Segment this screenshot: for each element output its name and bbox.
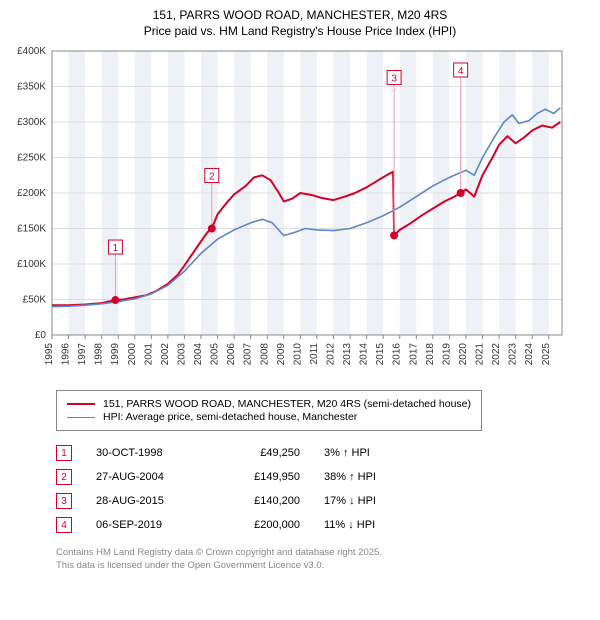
svg-text:2000: 2000 — [127, 343, 138, 366]
svg-text:2014: 2014 — [359, 343, 370, 366]
svg-text:1996: 1996 — [61, 343, 72, 366]
svg-text:1998: 1998 — [94, 343, 105, 366]
sale-date: 30-OCT-1998 — [96, 447, 196, 459]
svg-text:£150K: £150K — [17, 224, 46, 235]
sale-row: 3 28-AUG-2015 £140,200 17% ↓ HPI — [56, 489, 592, 513]
svg-text:2011: 2011 — [309, 343, 320, 365]
svg-text:£200K: £200K — [17, 188, 46, 199]
chart-title: 151, PARRS WOOD ROAD, MANCHESTER, M20 4R… — [8, 8, 592, 39]
sale-date: 06-SEP-2019 — [96, 519, 196, 531]
svg-text:2017: 2017 — [408, 343, 419, 366]
svg-text:2010: 2010 — [292, 343, 303, 366]
sale-row: 2 27-AUG-2004 £149,950 38% ↑ HPI — [56, 465, 592, 489]
svg-text:2004: 2004 — [193, 343, 204, 366]
svg-text:2012: 2012 — [325, 343, 336, 366]
svg-text:£350K: £350K — [17, 82, 46, 93]
price-chart: £0 £50K £100K £150K £200K £250K £300K £350K £400… — [8, 47, 568, 377]
sale-hpi-delta: 38% ↑ HPI — [324, 471, 414, 483]
svg-text:1: 1 — [113, 243, 119, 254]
svg-text:2007: 2007 — [243, 343, 254, 366]
footer-line1: Contains HM Land Registry data © Crown c… — [56, 547, 592, 559]
sale-price: £149,950 — [220, 471, 300, 483]
svg-text:2006: 2006 — [226, 343, 237, 366]
svg-text:2: 2 — [209, 172, 215, 183]
svg-text:£400K: £400K — [17, 47, 46, 57]
sale-hpi-delta: 17% ↓ HPI — [324, 495, 414, 507]
svg-text:1997: 1997 — [77, 343, 88, 366]
svg-text:£300K: £300K — [17, 117, 46, 128]
sale-date: 27-AUG-2004 — [96, 471, 196, 483]
legend-swatch — [67, 417, 95, 418]
svg-text:2021: 2021 — [475, 343, 486, 366]
sale-price: £200,000 — [220, 519, 300, 531]
svg-text:2005: 2005 — [210, 343, 221, 366]
sale-hpi-delta: 3% ↑ HPI — [324, 447, 414, 459]
chart-container: £0 £50K £100K £150K £200K £250K £300K £350K £400… — [8, 47, 592, 382]
legend-label: HPI: Average price, semi-detached house,… — [103, 411, 357, 423]
svg-text:2020: 2020 — [458, 343, 469, 366]
sale-date: 28-AUG-2015 — [96, 495, 196, 507]
svg-text:2003: 2003 — [176, 343, 187, 366]
svg-text:4: 4 — [458, 66, 464, 77]
svg-text:£0: £0 — [35, 330, 47, 341]
sale-marker-icon: 3 — [56, 493, 72, 509]
svg-text:2019: 2019 — [441, 343, 452, 366]
svg-text:2002: 2002 — [160, 343, 171, 366]
sale-marker-icon: 4 — [56, 517, 72, 533]
svg-text:2015: 2015 — [375, 343, 386, 366]
sales-table: 1 30-OCT-1998 £49,250 3% ↑ HPI 2 27-AUG-2004 £… — [56, 441, 592, 537]
legend-row: 151, PARRS WOOD ROAD, MANCHESTER, M20 4R… — [67, 398, 471, 410]
svg-text:2018: 2018 — [425, 343, 436, 366]
svg-text:3: 3 — [391, 74, 397, 85]
svg-text:2023: 2023 — [508, 343, 519, 366]
svg-text:2013: 2013 — [342, 343, 353, 366]
svg-text:1999: 1999 — [110, 343, 121, 366]
legend-label: 151, PARRS WOOD ROAD, MANCHESTER, M20 4R… — [103, 398, 471, 410]
legend: 151, PARRS WOOD ROAD, MANCHESTER, M20 4R… — [56, 390, 482, 431]
svg-text:£250K: £250K — [17, 153, 46, 164]
svg-text:2008: 2008 — [259, 343, 270, 366]
sale-row: 4 06-SEP-2019 £200,000 11% ↓ HPI — [56, 513, 592, 537]
sale-marker-icon: 2 — [56, 469, 72, 485]
legend-row: HPI: Average price, semi-detached house,… — [67, 411, 471, 423]
svg-text:2024: 2024 — [524, 343, 535, 366]
svg-text:2001: 2001 — [143, 343, 154, 366]
svg-text:2009: 2009 — [276, 343, 287, 366]
footer-attribution: Contains HM Land Registry data © Crown c… — [56, 547, 592, 572]
sale-row: 1 30-OCT-1998 £49,250 3% ↑ HPI — [56, 441, 592, 465]
svg-text:£50K: £50K — [23, 295, 47, 306]
sale-price: £49,250 — [220, 447, 300, 459]
svg-text:2025: 2025 — [541, 343, 552, 366]
sale-price: £140,200 — [220, 495, 300, 507]
title-line1: 151, PARRS WOOD ROAD, MANCHESTER, M20 4R… — [8, 8, 592, 24]
legend-swatch — [67, 403, 95, 405]
svg-text:£100K: £100K — [17, 259, 46, 270]
footer-line2: This data is licensed under the Open Gov… — [56, 560, 592, 572]
svg-text:1995: 1995 — [44, 343, 55, 366]
svg-text:2016: 2016 — [392, 343, 403, 366]
sale-hpi-delta: 11% ↓ HPI — [324, 519, 414, 531]
svg-text:2022: 2022 — [491, 343, 502, 366]
title-line2: Price paid vs. HM Land Registry's House … — [8, 24, 592, 40]
sale-marker-icon: 1 — [56, 445, 72, 461]
